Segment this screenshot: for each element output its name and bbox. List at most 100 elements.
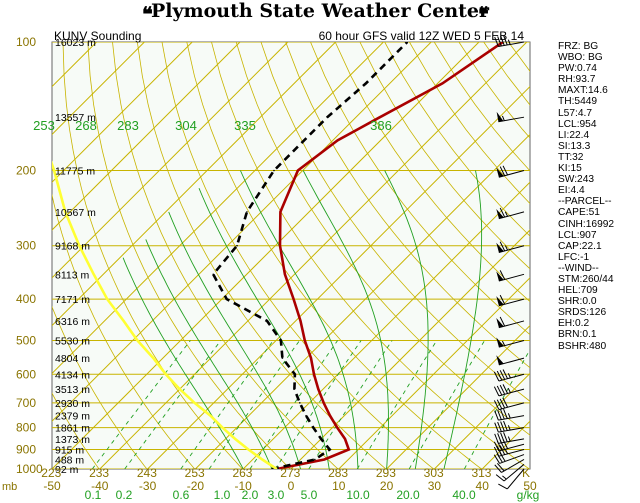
temperature-point bbox=[304, 339, 306, 342]
parcel-point bbox=[122, 320, 125, 322]
wind-barb-full bbox=[497, 409, 502, 420]
mixing-ratio-line bbox=[356, 340, 438, 469]
dry-adiabat-line bbox=[359, 42, 530, 270]
isotherm-line bbox=[434, 372, 530, 469]
theta-tick-label: 243 bbox=[137, 466, 157, 480]
temperature-point bbox=[313, 373, 315, 376]
height-label: 5530 m bbox=[55, 335, 90, 347]
wind-barb bbox=[495, 463, 525, 482]
index-item: SW:243 bbox=[558, 174, 595, 186]
temperature-point bbox=[279, 244, 281, 247]
parcel-point bbox=[275, 468, 278, 469]
index-item: SI:13.3 bbox=[558, 140, 591, 152]
parcel-point bbox=[92, 273, 95, 276]
wind-barb-flag bbox=[496, 296, 504, 306]
wind-barb-full bbox=[503, 408, 508, 419]
isotherm-line bbox=[52, 42, 384, 375]
mixing-ratio-tick-label: 40.0 bbox=[452, 488, 476, 502]
dry-adiabat-line bbox=[310, 42, 530, 336]
right-flag-icon: ❝ bbox=[478, 2, 489, 26]
grid-lines bbox=[0, 42, 530, 469]
moist-adiabat-line bbox=[122, 257, 244, 469]
wind-barb-full bbox=[496, 399, 503, 410]
temperature-point bbox=[322, 402, 325, 404]
theta-tick-label: 223 bbox=[41, 466, 61, 480]
index-item: BRN:0.1 bbox=[558, 329, 597, 341]
theta-tick-label: 303 bbox=[424, 466, 444, 480]
temp-tick-label: 40 bbox=[476, 479, 490, 493]
theta-tick-label: 263 bbox=[232, 466, 252, 480]
height-label: 9168 m bbox=[55, 241, 90, 253]
wind-barb bbox=[494, 459, 525, 473]
wind-barb-full bbox=[494, 410, 499, 421]
mixing-ratio-tick-label: 0.1 bbox=[85, 488, 102, 502]
wind-barb bbox=[496, 294, 525, 307]
pressure-tick-label: 500 bbox=[16, 333, 36, 347]
temperature-point bbox=[299, 320, 302, 322]
dry-adiabat-line bbox=[62, 42, 243, 469]
wind-barb-half bbox=[504, 245, 509, 251]
wind-barb-staff bbox=[501, 459, 525, 473]
wind-barb bbox=[493, 384, 525, 397]
kelvin-label: K bbox=[522, 466, 530, 480]
left-flag-icon: ❝ bbox=[142, 2, 153, 26]
dewpoint-point bbox=[280, 339, 282, 342]
isotherm-line bbox=[52, 42, 193, 183]
wind-barb-flag bbox=[496, 337, 504, 348]
index-item: WBO: BG bbox=[558, 52, 603, 64]
dry-adiabat-line bbox=[0, 42, 4, 469]
dry-adiabat-line bbox=[235, 42, 530, 436]
height-label: 1373 m bbox=[55, 434, 90, 446]
temp-tick-label: 20 bbox=[380, 479, 394, 493]
temp-tick-label: -30 bbox=[139, 479, 157, 493]
index-item: LFC:-1 bbox=[558, 251, 590, 263]
temperature-point bbox=[317, 388, 320, 390]
wind-barb-half bbox=[501, 115, 505, 121]
wind-barb-full bbox=[499, 166, 506, 176]
index-item: LCL:907 bbox=[558, 229, 597, 241]
wind-barb-full bbox=[500, 421, 505, 432]
wind-barb bbox=[496, 270, 525, 282]
isotherm-line bbox=[290, 229, 530, 469]
theta-tick-label: 273 bbox=[280, 466, 300, 480]
mixing-ratio-tick-label: 20.0 bbox=[396, 488, 420, 502]
dewpoint-point bbox=[406, 42, 409, 43]
mixing-ratio-tick-label: 2.0 bbox=[242, 488, 259, 502]
mixing-ratio-tick-label: 3.0 bbox=[268, 488, 285, 502]
dry-adiabat-line bbox=[52, 193, 196, 469]
dewpoint-point bbox=[298, 402, 301, 404]
height-label: 13557 m bbox=[55, 112, 96, 124]
height-label: 7171 m bbox=[55, 294, 90, 306]
wind-barb-full bbox=[499, 316, 506, 327]
dewpoint-point bbox=[236, 244, 238, 247]
wind-barb bbox=[496, 316, 525, 329]
dewpoint-point bbox=[294, 373, 296, 376]
temp-tick-label: 10 bbox=[332, 479, 346, 493]
wind-barb-full bbox=[494, 433, 499, 444]
wind-barb-staff bbox=[498, 448, 525, 457]
theta-tick-label: 293 bbox=[376, 466, 396, 480]
mixing-ratio-tick-label: 0.6 bbox=[173, 488, 190, 502]
wind-barb bbox=[493, 397, 525, 411]
wind-barb bbox=[496, 111, 525, 123]
isotherm-line bbox=[99, 42, 528, 469]
theta-e-label: 283 bbox=[117, 118, 139, 133]
pressure-tick-label: 400 bbox=[16, 292, 36, 306]
index-item: BSHR:480 bbox=[558, 340, 607, 352]
pressure-tick-label: 700 bbox=[16, 396, 36, 410]
temperature-point bbox=[344, 438, 346, 440]
index-item: CINH:16992 bbox=[558, 218, 615, 230]
dewpoint-point bbox=[266, 320, 268, 322]
wind-barb-flag bbox=[496, 208, 504, 219]
parcel-point bbox=[136, 339, 139, 342]
wind-barb-full bbox=[502, 397, 509, 408]
temp-tick-label: -10 bbox=[235, 479, 253, 493]
wind-barb-half bbox=[507, 425, 511, 431]
wind-barb-full bbox=[493, 386, 500, 397]
dewpoint-point bbox=[246, 211, 248, 213]
stability-indices: FRZ: BG WBO: BG PW:0.74 RH:93.7 MAXT:14.6 TH:… bbox=[558, 41, 640, 352]
chart-subtitle: 60 hour GFS valid 12Z WED 5 FEB 14 bbox=[319, 29, 525, 43]
wind-barb-full bbox=[493, 371, 500, 382]
temperature-point bbox=[329, 414, 331, 417]
